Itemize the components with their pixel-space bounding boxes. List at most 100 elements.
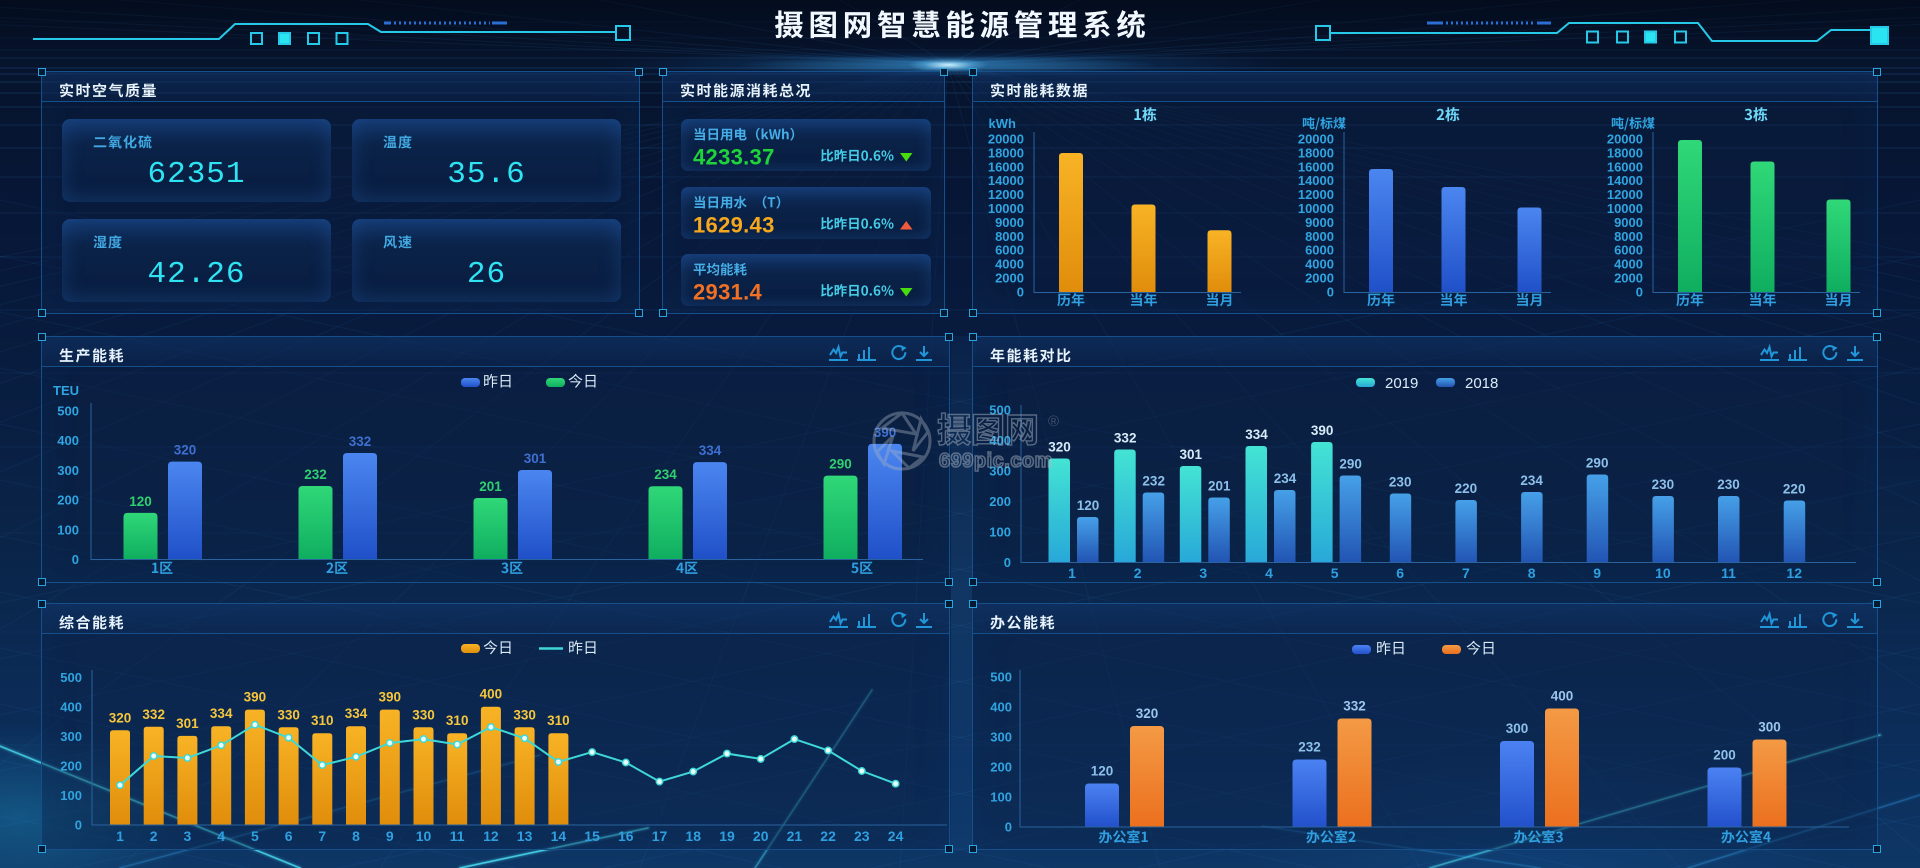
svg-text:11: 11 (1721, 565, 1736, 581)
svg-text:500: 500 (990, 670, 1012, 685)
svg-text:200: 200 (1713, 748, 1736, 763)
svg-text:10: 10 (416, 828, 432, 844)
svg-text:7: 7 (318, 828, 326, 844)
svg-text:6000: 6000 (995, 243, 1024, 258)
svg-text:7: 7 (1462, 565, 1470, 581)
svg-text:10000: 10000 (1298, 201, 1334, 216)
svg-text:9: 9 (386, 828, 394, 844)
svg-text:14000: 14000 (1607, 173, 1643, 188)
svg-text:4: 4 (1265, 565, 1273, 581)
svg-text:16: 16 (618, 828, 634, 844)
svg-text:35.6: 35.6 (447, 157, 525, 192)
svg-text:234: 234 (1520, 473, 1543, 488)
svg-text:332: 332 (1343, 699, 1366, 714)
svg-text:1: 1 (1068, 565, 1076, 581)
svg-text:0: 0 (1636, 284, 1643, 299)
svg-text:22: 22 (820, 828, 836, 844)
svg-text:400: 400 (57, 433, 79, 448)
svg-text:332: 332 (142, 707, 165, 722)
svg-text:19: 19 (719, 828, 735, 844)
svg-text:14000: 14000 (988, 173, 1024, 188)
svg-text:301: 301 (176, 716, 199, 731)
svg-text:234: 234 (1274, 471, 1297, 486)
svg-text:1629.43: 1629.43 (693, 213, 775, 238)
svg-text:9000: 9000 (1614, 215, 1643, 230)
svg-text:62351: 62351 (147, 157, 245, 192)
svg-text:334: 334 (699, 443, 722, 458)
svg-text:6: 6 (1396, 565, 1404, 581)
svg-text:301: 301 (524, 451, 547, 466)
svg-text:3: 3 (1199, 565, 1207, 581)
svg-text:390: 390 (1311, 423, 1334, 438)
svg-text:400: 400 (1551, 689, 1574, 704)
svg-text:0: 0 (1017, 284, 1024, 299)
svg-text:6000: 6000 (1614, 243, 1643, 258)
svg-text:16000: 16000 (1298, 159, 1334, 174)
svg-text:334: 334 (1245, 427, 1268, 442)
svg-text:400: 400 (60, 699, 82, 714)
svg-text:26: 26 (467, 257, 506, 292)
svg-text:234: 234 (654, 467, 677, 482)
svg-text:200: 200 (989, 494, 1011, 509)
svg-text:320: 320 (1048, 440, 1071, 455)
svg-text:8: 8 (352, 828, 360, 844)
svg-text:500: 500 (57, 404, 79, 419)
svg-text:0: 0 (75, 817, 82, 832)
svg-text:10000: 10000 (1607, 201, 1643, 216)
svg-text:332: 332 (349, 434, 372, 449)
svg-text:4000: 4000 (1305, 257, 1334, 272)
svg-text:699pic.com: 699pic.com (939, 450, 1053, 472)
svg-text:9000: 9000 (1305, 215, 1334, 230)
svg-text:0: 0 (72, 552, 79, 567)
svg-text:300: 300 (989, 464, 1011, 479)
svg-text:390: 390 (379, 690, 402, 705)
svg-text:400: 400 (480, 687, 503, 702)
svg-text:200: 200 (60, 758, 82, 773)
svg-text:4233.37: 4233.37 (693, 145, 775, 170)
svg-text:100: 100 (57, 522, 79, 537)
svg-text:5: 5 (251, 828, 259, 844)
svg-text:100: 100 (990, 790, 1012, 805)
svg-text:120: 120 (1077, 498, 1100, 513)
svg-text:0: 0 (1327, 284, 1334, 299)
svg-text:290: 290 (1339, 457, 1362, 472)
svg-text:220: 220 (1455, 481, 1478, 496)
svg-text:290: 290 (1586, 456, 1609, 471)
svg-text:201: 201 (1208, 479, 1231, 494)
svg-text:8000: 8000 (995, 229, 1024, 244)
svg-text:200: 200 (57, 493, 79, 508)
svg-text:12: 12 (1786, 565, 1802, 581)
svg-text:12000: 12000 (1298, 187, 1334, 202)
svg-text:334: 334 (210, 706, 233, 721)
svg-text:4000: 4000 (1614, 257, 1643, 272)
svg-text:18000: 18000 (988, 145, 1024, 160)
svg-text:kWh: kWh (989, 116, 1017, 131)
svg-text:4: 4 (217, 828, 225, 844)
svg-text:20000: 20000 (1607, 132, 1643, 147)
svg-text:201: 201 (479, 479, 502, 494)
svg-text:23: 23 (854, 828, 870, 844)
svg-text:2: 2 (150, 828, 158, 844)
svg-text:100: 100 (60, 788, 82, 803)
svg-text:15: 15 (584, 828, 600, 844)
svg-text:300: 300 (57, 463, 79, 478)
svg-text:6000: 6000 (1305, 243, 1334, 258)
svg-text:320: 320 (1136, 706, 1159, 721)
svg-text:18000: 18000 (1298, 145, 1334, 160)
svg-text:20: 20 (753, 828, 769, 844)
svg-text:10000: 10000 (988, 201, 1024, 216)
svg-text:310: 310 (446, 713, 469, 728)
svg-text:2931.4: 2931.4 (693, 280, 763, 305)
svg-text:11: 11 (450, 828, 465, 844)
svg-text:5: 5 (1331, 565, 1339, 581)
svg-text:390: 390 (874, 425, 897, 440)
svg-text:TEU: TEU (53, 383, 79, 398)
svg-text:220: 220 (1783, 482, 1806, 497)
svg-text:9000: 9000 (995, 215, 1024, 230)
svg-text:®: ® (1048, 413, 1059, 430)
svg-text:330: 330 (412, 707, 435, 722)
svg-text:1: 1 (116, 828, 124, 844)
svg-text:300: 300 (1758, 720, 1781, 735)
svg-text:42.26: 42.26 (147, 257, 245, 292)
svg-text:18: 18 (685, 828, 701, 844)
